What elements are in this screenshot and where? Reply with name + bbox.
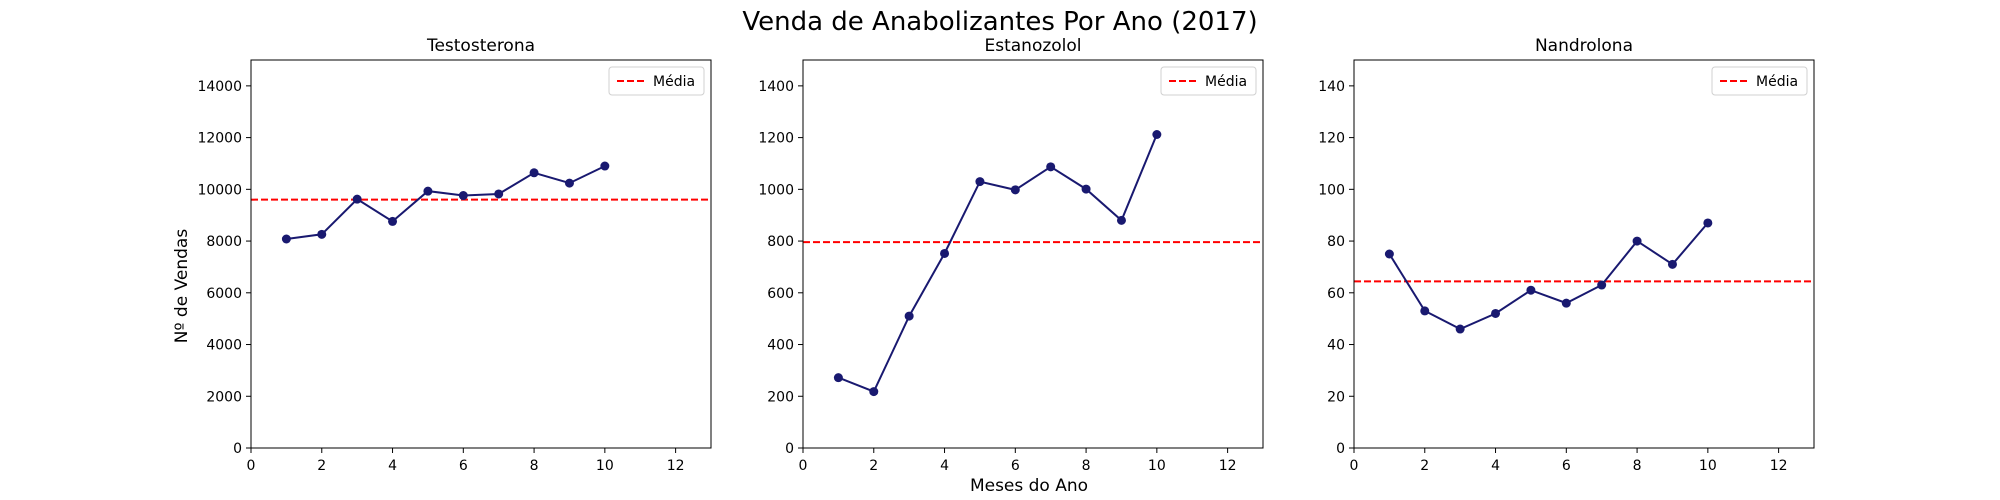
series-line — [286, 165, 606, 240]
y-tick-label: 400 — [767, 338, 794, 354]
x-tick-label: 0 — [1350, 458, 1359, 474]
data-point — [317, 229, 327, 239]
y-axis-label: Nº de Vendas — [172, 229, 192, 344]
data-point — [1667, 259, 1677, 269]
y-tick-label: 10000 — [197, 182, 242, 198]
x-tick-label: 8 — [1082, 458, 1091, 474]
legend-box — [608, 66, 705, 96]
y-tick-label: 4000 — [206, 338, 242, 354]
data-point — [1632, 236, 1642, 246]
data-point — [600, 161, 610, 171]
data-point — [1526, 285, 1536, 295]
data-point — [1561, 298, 1571, 308]
y-tick-label: 40 — [1327, 338, 1345, 354]
x-tick-label: 4 — [388, 458, 397, 474]
panel-title: Testosterona — [426, 36, 535, 56]
data-point — [529, 168, 539, 178]
data-point — [1420, 306, 1430, 316]
x-tick-label: 4 — [940, 458, 949, 474]
data-point — [564, 178, 574, 188]
y-tick-label: 140 — [1318, 79, 1345, 95]
panel-2: Estanozolol 0 2 4 6 8 10 12 0 200 400 600 800 1000 120… — [758, 36, 1264, 474]
y-tick-label: 0 — [233, 441, 242, 457]
data-point — [388, 216, 398, 226]
data-point — [975, 177, 985, 187]
y-tick-label: 100 — [1318, 182, 1345, 198]
data-point — [1491, 308, 1501, 318]
y-tick-label: 12000 — [197, 131, 242, 147]
x-tick-label: 12 — [1219, 458, 1237, 474]
legend-box — [1711, 66, 1808, 96]
legend-label: Média — [1205, 74, 1247, 90]
x-tick-label: 2 — [317, 458, 326, 474]
x-tick-label: 10 — [596, 458, 614, 474]
data-point — [1081, 184, 1091, 194]
x-tick-label: 8 — [1633, 458, 1642, 474]
y-tick-label: 14000 — [197, 79, 242, 95]
x-tick-label: 6 — [459, 458, 468, 474]
panel-title: Estanozolol — [984, 36, 1081, 56]
legend-label: Média — [1756, 74, 1798, 90]
x-tick-label: 8 — [530, 458, 539, 474]
data-point — [1703, 218, 1713, 228]
y-tick-label: 1000 — [758, 182, 794, 198]
y-tick-label: 60 — [1327, 286, 1345, 302]
x-tick-label: 10 — [1699, 458, 1717, 474]
data-point — [833, 373, 843, 383]
y-tick-label: 2000 — [206, 389, 242, 405]
x-tick-label: 6 — [1011, 458, 1020, 474]
legend-box — [1160, 66, 1257, 96]
x-tick-label: 2 — [869, 458, 878, 474]
panel-title: Nandrolona — [1535, 36, 1633, 56]
axes-frame — [802, 59, 1264, 449]
data-point — [352, 194, 362, 204]
y-tick-label: 800 — [767, 234, 794, 250]
series-line — [838, 134, 1158, 393]
y-tick-label: 0 — [1336, 441, 1345, 457]
axes-frame — [1353, 59, 1815, 449]
x-axis-label: Meses do Ano — [970, 476, 1088, 496]
axes-frame — [250, 59, 712, 449]
data-point — [458, 191, 468, 201]
x-tick-label: 4 — [1491, 458, 1500, 474]
figure-title: Venda de Anabolizantes Por Ano (2017) — [742, 7, 1257, 37]
x-tick-label: 12 — [667, 458, 685, 474]
x-tick-label: 2 — [1420, 458, 1429, 474]
legend-label: Média — [653, 74, 695, 90]
x-tick-label: 12 — [1770, 458, 1788, 474]
x-tick-label: 0 — [799, 458, 808, 474]
x-tick-label: 10 — [1148, 458, 1166, 474]
y-tick-label: 8000 — [206, 234, 242, 250]
data-point — [904, 311, 914, 321]
data-point — [940, 248, 950, 258]
data-point — [1455, 324, 1465, 334]
y-tick-label: 120 — [1318, 131, 1345, 147]
y-tick-label: 6000 — [206, 286, 242, 302]
x-tick-label: 0 — [247, 458, 256, 474]
y-tick-label: 1200 — [758, 131, 794, 147]
x-tick-label: 6 — [1562, 458, 1571, 474]
data-point — [1010, 185, 1020, 195]
data-point — [281, 234, 291, 244]
data-point — [1384, 249, 1394, 259]
series-line — [1388, 222, 1709, 331]
y-tick-label: 20 — [1327, 389, 1345, 405]
data-point — [1152, 129, 1162, 139]
y-tick-label: 600 — [767, 286, 794, 302]
data-point — [1597, 280, 1607, 290]
y-tick-label: 200 — [767, 389, 794, 405]
data-point — [423, 186, 433, 196]
data-point — [869, 387, 879, 397]
data-point — [494, 189, 504, 199]
y-tick-label: 1400 — [758, 79, 794, 95]
data-point — [1046, 162, 1056, 172]
y-tick-label: 80 — [1327, 234, 1345, 250]
data-point — [1116, 215, 1126, 225]
y-tick-label: 0 — [785, 441, 794, 457]
panel-1: Testosterona 0 2 4 6 8 10 12 0 2000 4000 6000 8000 10… — [197, 36, 712, 474]
